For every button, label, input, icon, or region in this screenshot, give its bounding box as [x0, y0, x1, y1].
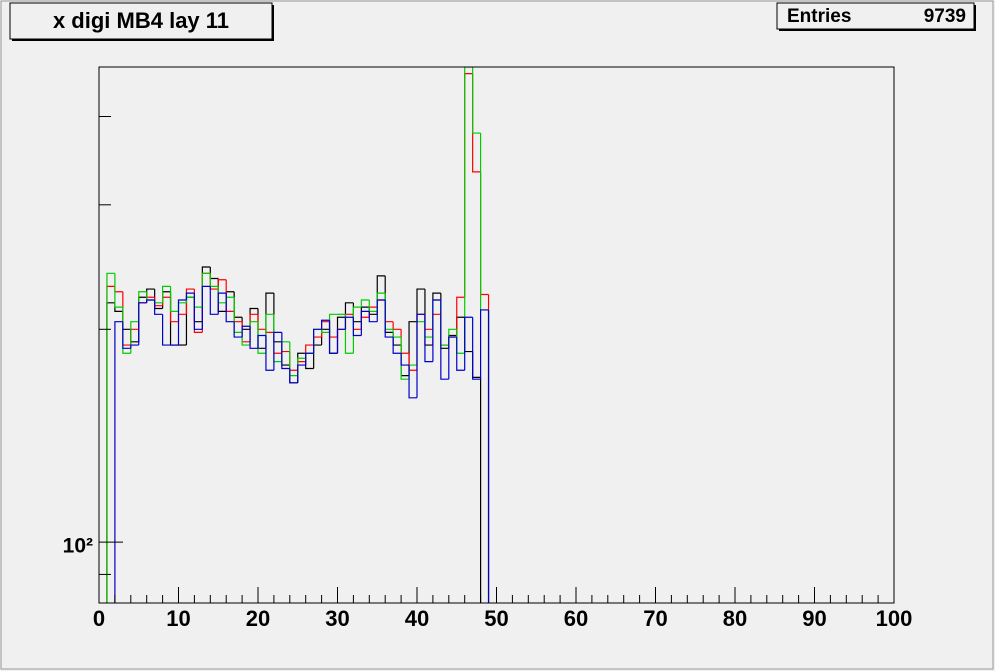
histogram-step — [424, 314, 433, 363]
x-tick-label: 80 — [723, 606, 747, 631]
x-tick-label: 100 — [876, 606, 913, 631]
histogram-step — [487, 309, 490, 603]
histogram-step — [360, 299, 370, 308]
histogram-step — [233, 321, 243, 338]
histogram-step — [321, 319, 330, 330]
histogram-step — [352, 317, 362, 337]
histogram-step — [432, 299, 441, 362]
histogram-step — [400, 337, 410, 380]
histogram-step — [392, 337, 402, 354]
histogram-step — [289, 368, 298, 384]
histogram-step — [344, 316, 354, 330]
histogram-step — [185, 292, 195, 301]
histogram-step — [480, 309, 489, 380]
x-tick-label: 0 — [93, 606, 105, 631]
x-tick-label: 90 — [802, 606, 826, 631]
histogram-step — [344, 302, 354, 318]
histogram-step — [265, 335, 274, 371]
histogram-step — [146, 299, 155, 303]
histogram-area — [106, 67, 490, 603]
x-tick-label: 20 — [246, 606, 270, 631]
x-tick-label: 70 — [643, 606, 667, 631]
x-tick-label: 60 — [564, 606, 588, 631]
histogram-step — [400, 353, 410, 366]
histogram-step — [209, 286, 219, 315]
histogram-step — [281, 332, 290, 370]
histogram-step — [416, 288, 425, 322]
x-tick-label: 10 — [166, 606, 190, 631]
histogram-step — [360, 310, 370, 336]
histogram-step — [321, 329, 330, 333]
histogram-step — [305, 352, 314, 366]
histogram-step — [185, 288, 195, 315]
stats-box — [776, 2, 975, 30]
histogram-step — [257, 321, 266, 354]
histogram-step — [297, 364, 306, 383]
histogram-step — [336, 328, 346, 354]
x-tick-label: 40 — [405, 606, 429, 631]
histogram-step — [472, 67, 481, 134]
histogram-step — [241, 325, 251, 338]
histogram-step — [456, 296, 465, 338]
histogram-step — [480, 377, 482, 603]
histogram-step — [162, 285, 171, 303]
histogram-step — [114, 321, 123, 603]
plot-area — [99, 67, 894, 603]
histogram-step — [106, 272, 115, 603]
histogram-step — [440, 300, 449, 380]
title-box — [9, 2, 273, 40]
histogram-step — [352, 306, 362, 354]
histogram-step — [416, 313, 425, 398]
histogram-step — [464, 67, 473, 354]
histogram-step — [217, 292, 227, 315]
histogram-step — [249, 326, 258, 349]
y-tick-label: 10² — [63, 535, 93, 558]
histogram-step — [201, 285, 211, 330]
stats-value: 9739 — [924, 6, 966, 27]
histogram-step — [154, 300, 163, 315]
histogram-step — [448, 336, 457, 380]
x-tick-label: 50 — [484, 606, 508, 631]
histogram-step — [130, 321, 139, 354]
stats-label: Entries — [787, 6, 851, 27]
histogram-step — [122, 321, 131, 349]
histogram-step — [384, 300, 394, 338]
histogram-step — [472, 317, 481, 380]
chart-title: x digi MB4 lay 11 — [53, 8, 229, 33]
histogram-step — [456, 337, 465, 371]
histogram-step — [193, 293, 203, 330]
histogram-step — [225, 293, 235, 323]
x-tick-label: 30 — [325, 606, 349, 631]
histogram-step — [130, 344, 139, 349]
histogram-step — [114, 273, 123, 308]
histogram-step — [408, 365, 417, 399]
histogram-step — [162, 314, 171, 346]
histogram-step — [169, 286, 179, 313]
histogram-step — [328, 320, 338, 354]
histogram-step — [313, 328, 322, 354]
histogram-step — [138, 302, 147, 346]
histogram-step — [177, 299, 187, 346]
histogram-step — [464, 316, 473, 371]
histogram-step — [368, 311, 378, 323]
histogram-step — [376, 299, 386, 322]
histogram-step — [273, 331, 282, 371]
histogram-step — [257, 334, 266, 349]
